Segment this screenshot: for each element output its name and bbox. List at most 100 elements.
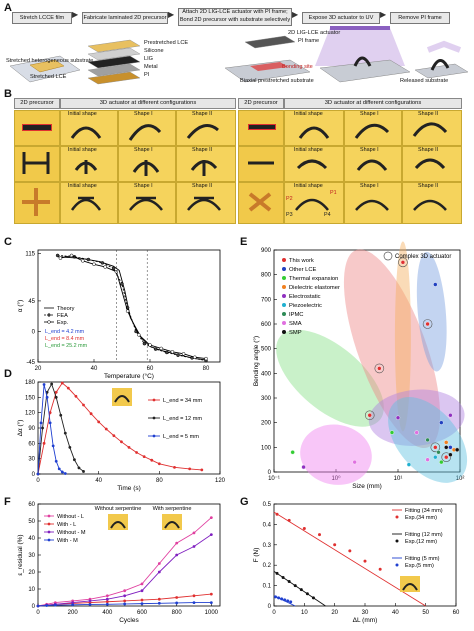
series-line (37, 602, 212, 607)
y-tick-label: 115 (25, 251, 35, 257)
data-point (192, 594, 196, 598)
series-line-exp (60, 254, 207, 360)
y-tick-label: 10 (28, 587, 35, 593)
x-axis-label: Size (mm) (352, 483, 382, 490)
shape-label: Shape I (134, 183, 153, 189)
legend-label: FEA (57, 313, 68, 319)
panel-d-letter: D (4, 368, 12, 380)
data-point (181, 352, 186, 356)
data-point (42, 441, 46, 445)
panel-g-letter: G (240, 496, 249, 508)
y-tick-label: 0 (32, 329, 36, 335)
data-point (123, 602, 127, 606)
y-tick-label: 40 (28, 536, 35, 542)
y-tick-label: 700 (261, 297, 272, 303)
x-tick-label: 120 (215, 478, 226, 484)
data-point (103, 265, 107, 269)
pi-frame-label: PI frame (298, 38, 320, 44)
plot-frame (37, 249, 221, 363)
data-point (123, 599, 127, 603)
legend-complex-marker (383, 251, 393, 261)
shape-cell (60, 110, 118, 146)
shape-cell (344, 182, 402, 224)
lend-label: L_end = 8.4 mm (45, 336, 85, 342)
legend-marker (47, 514, 51, 518)
data-point (209, 533, 213, 536)
legend-marker (282, 285, 286, 289)
panel-a-illustration (9, 26, 469, 85)
step-5: Remove PI frame (390, 12, 450, 24)
data-point (105, 597, 109, 601)
shape-label: Initial shape (294, 183, 323, 189)
legend-label: With - L (57, 522, 76, 528)
data-point (433, 454, 438, 460)
y-tick-label: 0 (268, 470, 272, 476)
data-point (36, 472, 40, 476)
data-point (352, 459, 357, 465)
y-tick-label: 900 (261, 248, 272, 254)
data-point (433, 282, 438, 287)
y-tick-label: -45 (26, 360, 35, 366)
data-point (395, 415, 401, 420)
category-region (343, 249, 441, 449)
legend-marker (152, 398, 156, 402)
data-point (51, 444, 55, 448)
data-point (57, 467, 61, 471)
data-point (54, 395, 58, 399)
series-line (37, 384, 66, 475)
stretched-substrate-label: Stretched heterogeneous substrate (6, 58, 94, 64)
shape-cell (176, 182, 236, 224)
legend-label: Theory (57, 306, 75, 312)
y-tick-label: 0 (268, 604, 272, 610)
annotation: With serpentine (153, 506, 192, 512)
chart-e: 10⁻¹ 10⁰ 10¹ 10² 0 100 200 300 400 500 600 700 800 90… (252, 241, 468, 490)
data-point (140, 589, 144, 593)
legend-label: With - M (57, 538, 78, 544)
y-axis-label: Bending angle (°) (252, 336, 260, 386)
inset-arch (164, 521, 180, 529)
data-point (274, 595, 278, 599)
inset-arch (110, 521, 126, 529)
shape-label: Shape II (192, 183, 213, 189)
shape-label: Initial shape (68, 183, 97, 189)
y-tick-label: 100 (261, 445, 272, 451)
data-point (281, 575, 285, 579)
y-tick-label: 500 (261, 347, 272, 353)
data-point (48, 421, 52, 425)
legend-label: Without - M (57, 530, 86, 536)
legend-label: Exp.(34 mm) (405, 515, 437, 521)
legend-marker (152, 416, 156, 420)
data-point (157, 462, 161, 466)
legend-label: Electrostatic (289, 294, 321, 300)
shape-label: Shape I (360, 147, 379, 153)
legend-marker (282, 294, 286, 298)
fit-line (273, 570, 326, 607)
panel-e-letter: E (240, 236, 248, 248)
layer-label-4: Metal (144, 64, 158, 70)
data-point (58, 256, 63, 260)
y-axis-label: α (°) (16, 300, 24, 313)
data-point (137, 333, 141, 337)
data-point (142, 341, 147, 346)
data-point (400, 260, 406, 265)
legend-complex-label: Complex 3D actuator (395, 254, 451, 260)
y-tick-label: 0.2 (263, 563, 272, 569)
data-point (105, 602, 109, 606)
data-point (123, 594, 127, 598)
data-point (204, 356, 208, 361)
y-tick-label: 30 (28, 553, 35, 559)
header-2d-right: 2D precursor (238, 98, 284, 109)
data-point (73, 458, 76, 462)
data-point (448, 452, 453, 457)
x-axis-label: Cycles (119, 617, 139, 624)
precursor-shape (22, 124, 52, 131)
y-tick-label: 60 (28, 502, 35, 508)
data-point (142, 455, 146, 459)
data-point (209, 592, 213, 596)
shape-cell (284, 182, 344, 224)
category-region (394, 241, 411, 432)
data-point (287, 518, 291, 522)
y-tick-label: 600 (261, 322, 272, 328)
data-point (175, 541, 179, 545)
chart-c: 20 40 60 80 -45 0 45 115 Temperature (°C) α (°) Th… (16, 249, 221, 380)
